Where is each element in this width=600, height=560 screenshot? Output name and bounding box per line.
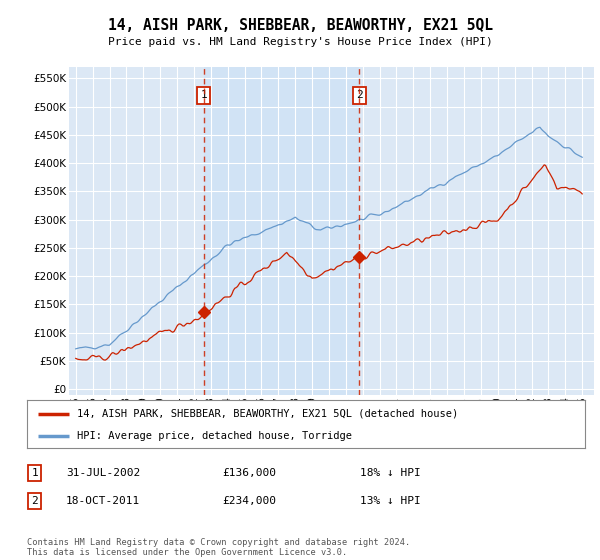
Text: £234,000: £234,000: [222, 496, 276, 506]
Text: £136,000: £136,000: [222, 468, 276, 478]
Text: 2: 2: [31, 496, 38, 506]
Bar: [204, 67, 359, 395]
Text: Price paid vs. HM Land Registry's House Price Index (HPI): Price paid vs. HM Land Registry's House …: [107, 37, 493, 47]
Text: 1: 1: [31, 468, 38, 478]
Text: 14, AISH PARK, SHEBBEAR, BEAWORTHY, EX21 5QL (detached house): 14, AISH PARK, SHEBBEAR, BEAWORTHY, EX21…: [77, 409, 458, 419]
Text: Contains HM Land Registry data © Crown copyright and database right 2024.
This d: Contains HM Land Registry data © Crown c…: [27, 538, 410, 557]
Text: 14, AISH PARK, SHEBBEAR, BEAWORTHY, EX21 5QL: 14, AISH PARK, SHEBBEAR, BEAWORTHY, EX21…: [107, 18, 493, 32]
Text: 13% ↓ HPI: 13% ↓ HPI: [360, 496, 421, 506]
Text: 2: 2: [356, 91, 362, 100]
Text: 18% ↓ HPI: 18% ↓ HPI: [360, 468, 421, 478]
Text: 1: 1: [200, 91, 207, 100]
Text: 18-OCT-2011: 18-OCT-2011: [66, 496, 140, 506]
Text: HPI: Average price, detached house, Torridge: HPI: Average price, detached house, Torr…: [77, 431, 352, 441]
Text: 31-JUL-2002: 31-JUL-2002: [66, 468, 140, 478]
